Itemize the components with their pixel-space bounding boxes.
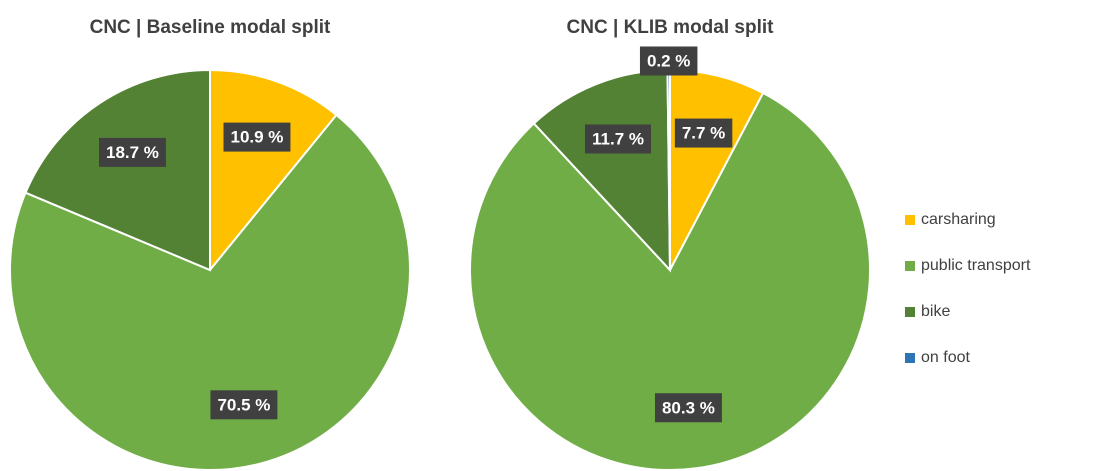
pie-slice xyxy=(9,113,411,471)
data-label-box xyxy=(654,393,722,423)
data-label-box xyxy=(210,390,278,420)
data-label: 70.5 % xyxy=(217,395,270,414)
legend-swatch xyxy=(905,307,915,317)
legend-label: public transport xyxy=(921,257,1031,274)
data-label: 7.7 % xyxy=(682,124,725,143)
legend-swatch xyxy=(905,261,915,271)
chart-title: CNC | Baseline modal split xyxy=(90,17,331,38)
data-label: 11.7 % xyxy=(592,129,644,148)
pie-slice xyxy=(24,68,211,272)
data-label: 18.7 % xyxy=(106,143,159,162)
data-label-box xyxy=(585,124,652,154)
pie-slice xyxy=(209,68,338,273)
data-label: 10.9 % xyxy=(230,128,283,147)
data-label: 0.2 % xyxy=(647,51,690,70)
legend-label: on foot xyxy=(921,349,970,366)
legend-swatch xyxy=(905,353,915,363)
legend-label: carsharing xyxy=(921,211,996,228)
chart-title: CNC | KLIB modal split xyxy=(567,17,775,38)
pie-slice xyxy=(469,91,871,471)
data-label-box xyxy=(674,118,733,148)
data-label-box xyxy=(639,46,698,76)
legend-swatch xyxy=(905,215,915,225)
data-label-box xyxy=(223,122,291,152)
legend-label: bike xyxy=(921,303,950,320)
data-label-box xyxy=(99,137,166,167)
data-label: 80.3 % xyxy=(662,398,715,417)
